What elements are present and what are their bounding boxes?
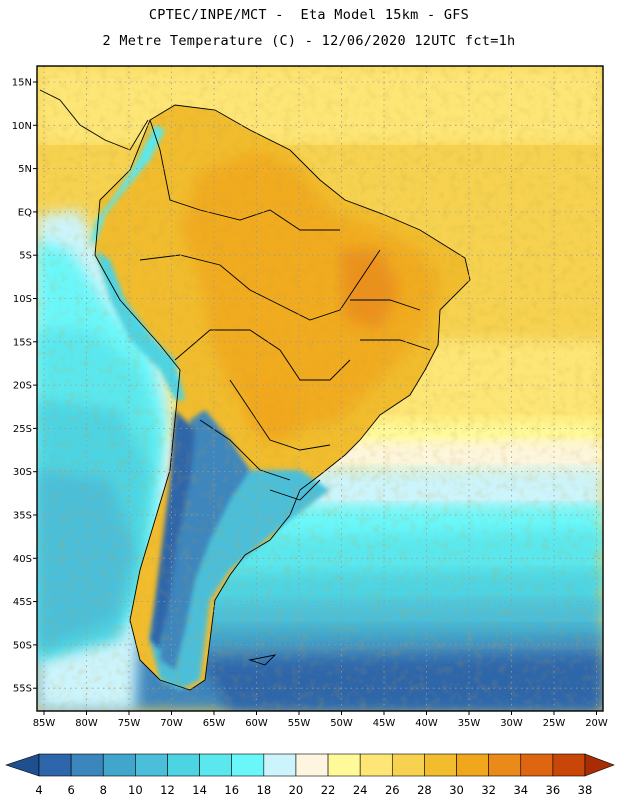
colorbar-label: 6 bbox=[67, 783, 74, 797]
map-title-line-1: CPTEC/INPE/MCT - Eta Model 15km - GFS bbox=[148, 7, 470, 23]
longitude-label: 40W bbox=[415, 718, 438, 729]
longitude-label: 75W bbox=[118, 718, 141, 729]
longitude-labels: 85W 80W 75W 70W 65W 60W 55W 50W 45W 40W 35W 30W 25W 2… bbox=[33, 711, 608, 729]
colorbar-cell bbox=[70, 753, 104, 777]
longitude-label: 55W bbox=[288, 718, 311, 729]
longitude-label: 30W bbox=[500, 718, 523, 729]
longitude-label: 25W bbox=[543, 718, 566, 729]
colorbar-label: 4 bbox=[35, 783, 42, 797]
gridlines bbox=[37, 66, 603, 711]
temperature-map: 15N 10N 5N EQ 5S 10S 15S 20S 25S 30S 35S 40S 45S 50S 5… bbox=[12, 65, 608, 729]
latitude-label: 10S bbox=[13, 294, 32, 305]
colorbar-cell bbox=[231, 753, 265, 777]
colorbar-label: 36 bbox=[546, 783, 561, 797]
colorbar-cell bbox=[102, 753, 136, 777]
map-title-line-2: 2 Metre Temperature (C) - 12/06/2020 12U… bbox=[102, 33, 516, 49]
latitude-label: 10N bbox=[12, 121, 32, 132]
colorbar-cell bbox=[552, 753, 586, 777]
colorbar: 4 6 8 10 12 14 16 18 20 22 24 26 28 30 32 34 36 38 bbox=[5, 753, 615, 797]
colorbar-cell bbox=[359, 753, 393, 777]
longitude-label: 80W bbox=[75, 718, 98, 729]
latitude-label: 45S bbox=[13, 597, 32, 608]
colorbar-cell bbox=[424, 753, 457, 777]
colorbar-label: 10 bbox=[128, 783, 143, 797]
colorbar-cell bbox=[520, 753, 554, 777]
colorbar-cell bbox=[135, 753, 168, 777]
colorbar-label: 12 bbox=[160, 783, 175, 797]
colorbar-label: 8 bbox=[100, 783, 107, 797]
latitude-label: 50S bbox=[13, 640, 32, 651]
latitude-label: 15S bbox=[13, 337, 32, 348]
latitude-label: 5S bbox=[19, 251, 32, 262]
colorbar-label: 16 bbox=[224, 783, 239, 797]
colorbar-cell bbox=[263, 753, 297, 777]
longitude-label: 65W bbox=[203, 718, 226, 729]
colorbar-cell bbox=[295, 753, 329, 777]
colorbar-high-arrow bbox=[584, 753, 615, 777]
colorbar-label: 14 bbox=[192, 783, 207, 797]
longitude-label: 50W bbox=[330, 718, 353, 729]
longitude-label: 35W bbox=[458, 718, 481, 729]
latitude-label: 55S bbox=[13, 684, 32, 695]
colorbar-label: 26 bbox=[385, 783, 400, 797]
colorbar-cell bbox=[456, 753, 489, 777]
longitude-label: 70W bbox=[160, 718, 183, 729]
colorbar-cell bbox=[391, 753, 425, 777]
colorbar-label: 18 bbox=[257, 783, 272, 797]
colorbar-label: 24 bbox=[353, 783, 368, 797]
colorbar-label: 38 bbox=[578, 783, 593, 797]
colorbar-cell bbox=[167, 753, 200, 777]
colorbar-label: 28 bbox=[417, 783, 432, 797]
colorbar-label: 20 bbox=[289, 783, 304, 797]
colorbar-label: 22 bbox=[321, 783, 336, 797]
colorbar-cell bbox=[488, 753, 522, 777]
latitude-label: 20S bbox=[13, 381, 32, 392]
latitude-labels: 15N 10N 5N EQ 5S 10S 15S 20S 25S 30S 35S 40S 45S 50S 5… bbox=[12, 78, 37, 695]
coastlines-and-borders bbox=[39, 89, 471, 691]
latitude-label: EQ bbox=[18, 207, 32, 218]
colorbar-label: 30 bbox=[449, 783, 464, 797]
colorbar-cell bbox=[38, 753, 72, 777]
colorbar-cell bbox=[199, 753, 233, 777]
map-frame bbox=[36, 65, 604, 712]
latitude-label: 15N bbox=[12, 78, 32, 89]
colorbar-cell bbox=[327, 753, 361, 777]
longitude-label: 20W bbox=[585, 718, 608, 729]
longitude-label: 60W bbox=[245, 718, 268, 729]
latitude-label: 40S bbox=[13, 554, 32, 565]
latitude-label: 35S bbox=[13, 511, 32, 522]
longitude-label: 85W bbox=[33, 718, 56, 729]
temperature-field bbox=[37, 66, 603, 711]
colorbar-label: 32 bbox=[481, 783, 496, 797]
colorbar-low-arrow bbox=[5, 753, 40, 777]
latitude-label: 5N bbox=[18, 164, 32, 175]
colorbar-label: 34 bbox=[513, 783, 528, 797]
latitude-label: 25S bbox=[13, 424, 32, 435]
longitude-label: 45W bbox=[373, 718, 396, 729]
latitude-label: 30S bbox=[13, 467, 32, 478]
